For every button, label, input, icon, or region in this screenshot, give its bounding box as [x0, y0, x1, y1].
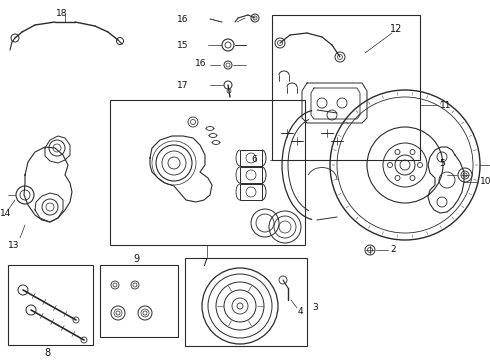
- Bar: [240, 184, 262, 200]
- Text: 5: 5: [439, 158, 445, 167]
- Text: 3: 3: [312, 302, 318, 311]
- Text: 15: 15: [177, 40, 189, 49]
- Text: 18: 18: [56, 9, 68, 18]
- Bar: [272, 15, 420, 160]
- Text: 14: 14: [0, 208, 11, 217]
- Text: 7: 7: [201, 258, 207, 268]
- Text: 4: 4: [298, 307, 304, 316]
- Text: 9: 9: [133, 254, 139, 264]
- Text: 10: 10: [480, 177, 490, 186]
- Text: 17: 17: [177, 81, 189, 90]
- Text: 11: 11: [440, 100, 451, 109]
- Text: 12: 12: [390, 24, 402, 34]
- Text: 6: 6: [251, 156, 257, 165]
- Text: 13: 13: [8, 240, 20, 249]
- Bar: [185, 258, 307, 346]
- Text: 8: 8: [44, 348, 50, 358]
- Bar: [8, 265, 93, 345]
- Text: 16: 16: [177, 14, 189, 23]
- Bar: [240, 167, 262, 183]
- Bar: [100, 265, 178, 337]
- Bar: [110, 100, 305, 245]
- Text: 2: 2: [390, 246, 395, 255]
- Text: 16: 16: [195, 59, 206, 68]
- Bar: [240, 150, 262, 166]
